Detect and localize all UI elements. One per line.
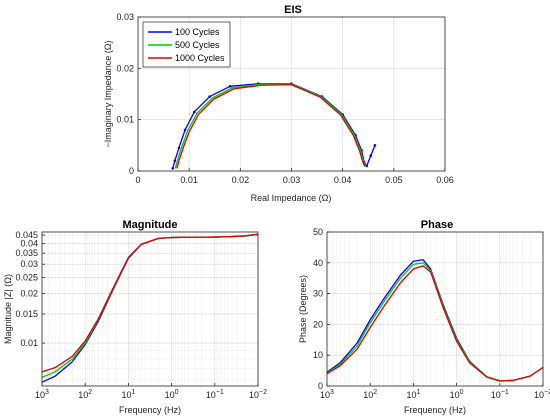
eis-y-axis-label: −Imaginary Impedance (Ω): [103, 40, 113, 147]
y-tick-label: 30: [313, 289, 323, 299]
y-tick-label: 0.02: [116, 63, 134, 73]
x-tick-label: 0.05: [385, 175, 403, 185]
magnitude-chart: Magnitude 103 102 101 100 10−1 10−2 0.01 0.015…: [3, 219, 267, 415]
eis-legend: 100 Cycles 500 Cycles 1000 Cycles: [142, 21, 231, 68]
x-tick-label: 102: [78, 389, 92, 400]
eis-point-100-cycles: [373, 144, 377, 147]
magnitude-plot-frame: [41, 231, 259, 387]
phase-y-ticks: 0 10 20 30 40 50: [313, 227, 330, 391]
x-tick-label: 0.04: [334, 175, 352, 185]
eis-point-100-cycles: [369, 154, 373, 157]
y-tick-label: 0.01: [116, 115, 134, 125]
y-tick-label: 0.035: [15, 248, 38, 258]
eis-series-100-cycles: [172, 83, 376, 169]
x-tick-label: 103: [320, 389, 334, 400]
x-tick-label: 0.06: [436, 175, 454, 185]
eis-chart: EIS 0 0.01 0.02 0.03 0.04 0.05 0.06 00.010.020…: [103, 4, 454, 203]
x-tick-label: 103: [35, 389, 49, 400]
y-tick-label: 50: [313, 227, 323, 237]
eis-point-100-cycles: [192, 110, 196, 114]
eis-point-100-cycles: [177, 146, 181, 150]
x-tick-label: 102: [363, 389, 377, 400]
eis-series-1000-cycles: [176, 84, 366, 169]
phase-series-group: [326, 259, 544, 382]
phase-series-1000-cycles: [326, 265, 544, 382]
legend-label-1000-cycles: 1000 Cycles: [175, 53, 225, 63]
y-tick-label: 0.02: [20, 288, 38, 298]
x-tick-label: 101: [121, 389, 135, 400]
y-tick-label: 40: [313, 258, 323, 268]
eis-point-100-cycles: [173, 159, 177, 163]
x-tick-label: 10−2: [534, 389, 550, 400]
y-tick-label: 10: [313, 350, 323, 360]
y-tick-label: 20: [313, 319, 323, 329]
x-tick-label: 0: [135, 175, 140, 185]
magnitude-series-500-cycles: [41, 233, 259, 378]
phase-series-100-cycles: [326, 259, 544, 382]
eis-point-100-cycles: [183, 128, 187, 132]
y-tick-label: 0.045: [15, 230, 38, 240]
y-tick-label: 0.015: [15, 309, 38, 319]
phase-chart: Phase 103 102 101 100 10−1 10−2 0 10 20 30 40 50 F…: [298, 219, 550, 415]
eis-point-100-cycles: [208, 95, 211, 98]
magnitude-x-axis-label: Frequency (Hz): [119, 405, 181, 415]
phase-grid: [326, 231, 544, 387]
phase-y-axis-label: Phase (Degrees): [298, 275, 308, 343]
magnitude-grid: [41, 232, 259, 386]
x-tick-label: 10−1: [206, 389, 224, 400]
x-tick-label: 0.01: [180, 175, 198, 185]
x-tick-label: 0.02: [232, 175, 250, 185]
legend-label-500-cycles: 500 Cycles: [175, 40, 220, 50]
y-tick-label: 0.025: [15, 272, 38, 282]
y-tick-label: 0: [129, 166, 134, 176]
x-tick-label: 101: [406, 389, 420, 400]
magnitude-title: Magnitude: [123, 219, 178, 231]
y-tick-label: 0.04: [20, 239, 38, 249]
phase-x-axis-label: Frequency (Hz): [404, 405, 466, 415]
eis-x-axis-label: Real Impedance (Ω): [251, 193, 332, 203]
eis-y-ticks: 0 0.01 0.02 0.03: [116, 12, 141, 176]
eis-series-group: [171, 82, 377, 170]
magnitude-series-group: [41, 233, 259, 383]
eis-point-100-cycles: [228, 85, 232, 88]
eis-series-500-cycles: [174, 83, 367, 169]
x-tick-label: 10−1: [491, 389, 509, 400]
magnitude-y-axis-label: Magnitude |Z| (Ω): [3, 274, 13, 344]
eis-x-ticks: 0 0.01 0.02 0.03 0.04 0.05 0.06: [135, 168, 454, 185]
x-tick-label: 10−2: [249, 389, 267, 400]
y-tick-label: 0.03: [20, 259, 38, 269]
eis-title: EIS: [284, 4, 302, 16]
y-tick-label: 0.01: [20, 338, 38, 348]
y-tick-label: 0.03: [116, 12, 134, 22]
phase-plot-frame: [326, 231, 544, 387]
legend-label-100-cycles: 100 Cycles: [175, 27, 220, 37]
x-tick-label: 100: [450, 389, 464, 400]
magnitude-x-ticks: 103 102 101 100 10−1 10−2: [35, 383, 267, 400]
phase-x-ticks: 103 102 101 100 10−1 10−2: [320, 383, 550, 400]
y-tick-label: 0: [318, 381, 323, 391]
x-tick-label: 100: [165, 389, 179, 400]
eis-point-100-cycles: [171, 167, 175, 170]
magnitude-series-1000-cycles: [41, 233, 259, 373]
phase-title: Phase: [421, 219, 453, 231]
magnitude-series-100-cycles: [41, 233, 259, 383]
x-tick-label: 0.03: [283, 175, 301, 185]
